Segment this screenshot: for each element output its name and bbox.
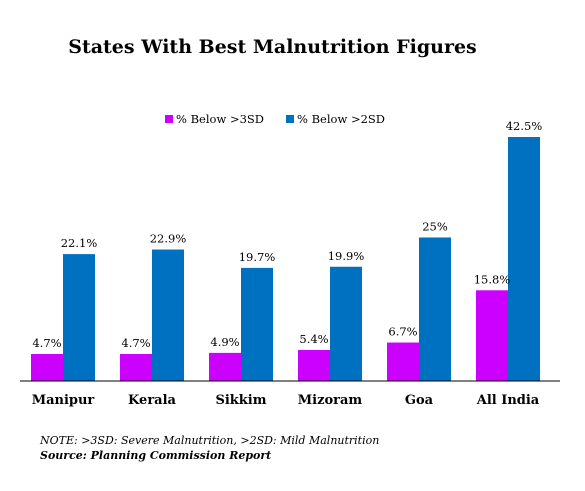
data-label: 19.7% (239, 250, 276, 264)
chart-title: States With Best Malnutrition Figures (68, 36, 477, 58)
data-label: 5.4% (299, 332, 328, 346)
data-label: 42.5% (506, 119, 543, 133)
legend-label: % Below >2SD (297, 112, 385, 126)
bar-sikkim-series-1 (209, 352, 241, 381)
legend-label: % Below >3SD (176, 112, 264, 126)
bar-kerala-series-2 (152, 249, 184, 381)
data-label: 19.9% (328, 249, 365, 263)
legend-swatch (286, 115, 294, 123)
data-label: 6.7% (388, 325, 417, 339)
x-tick-label: Kerala (128, 393, 176, 408)
bar-mizoram-series-2 (330, 266, 362, 381)
data-label: 4.7% (121, 336, 150, 350)
bar-kerala-series-1 (120, 354, 152, 381)
footnote: NOTE: >3SD: Severe Malnutrition, >2SD: M… (40, 434, 380, 447)
data-label: 4.9% (210, 335, 239, 349)
data-label: 22.1% (61, 236, 98, 250)
bar-all-india-series-1 (476, 290, 508, 381)
data-labels-group: 4.7% 22.1% 4.7% 22.9% 4.9% 19.7% 5.4% 19.9% 6.7%… (32, 119, 542, 350)
legend: % Below >3SD % Below >2SD (165, 112, 385, 126)
x-tick-label: All India (476, 393, 540, 408)
bar-manipur-series-1 (31, 354, 63, 381)
data-label: 4.7% (32, 336, 61, 350)
data-label: 15.8% (474, 272, 511, 286)
bars-group (31, 137, 540, 381)
x-tick-label: Manipur (32, 393, 95, 408)
bar-goa-series-2 (419, 237, 451, 381)
bar-goa-series-1 (387, 342, 419, 381)
source-note: Source: Planning Commission Report (40, 449, 272, 462)
x-tick-label: Sikkim (215, 393, 266, 408)
x-tick-labels-group: Manipur Kerala Sikkim Mizoram Goa All India (32, 393, 540, 408)
bar-mizoram-series-1 (298, 349, 330, 381)
bar-manipur-series-2 (63, 254, 95, 381)
bar-sikkim-series-2 (241, 267, 273, 381)
legend-swatch (165, 115, 173, 123)
data-label: 25% (422, 219, 448, 233)
x-tick-label: Goa (405, 393, 434, 408)
data-label: 22.9% (150, 232, 187, 246)
x-tick-label: Mizoram (298, 393, 363, 408)
bar-all-india-series-2 (508, 137, 540, 381)
